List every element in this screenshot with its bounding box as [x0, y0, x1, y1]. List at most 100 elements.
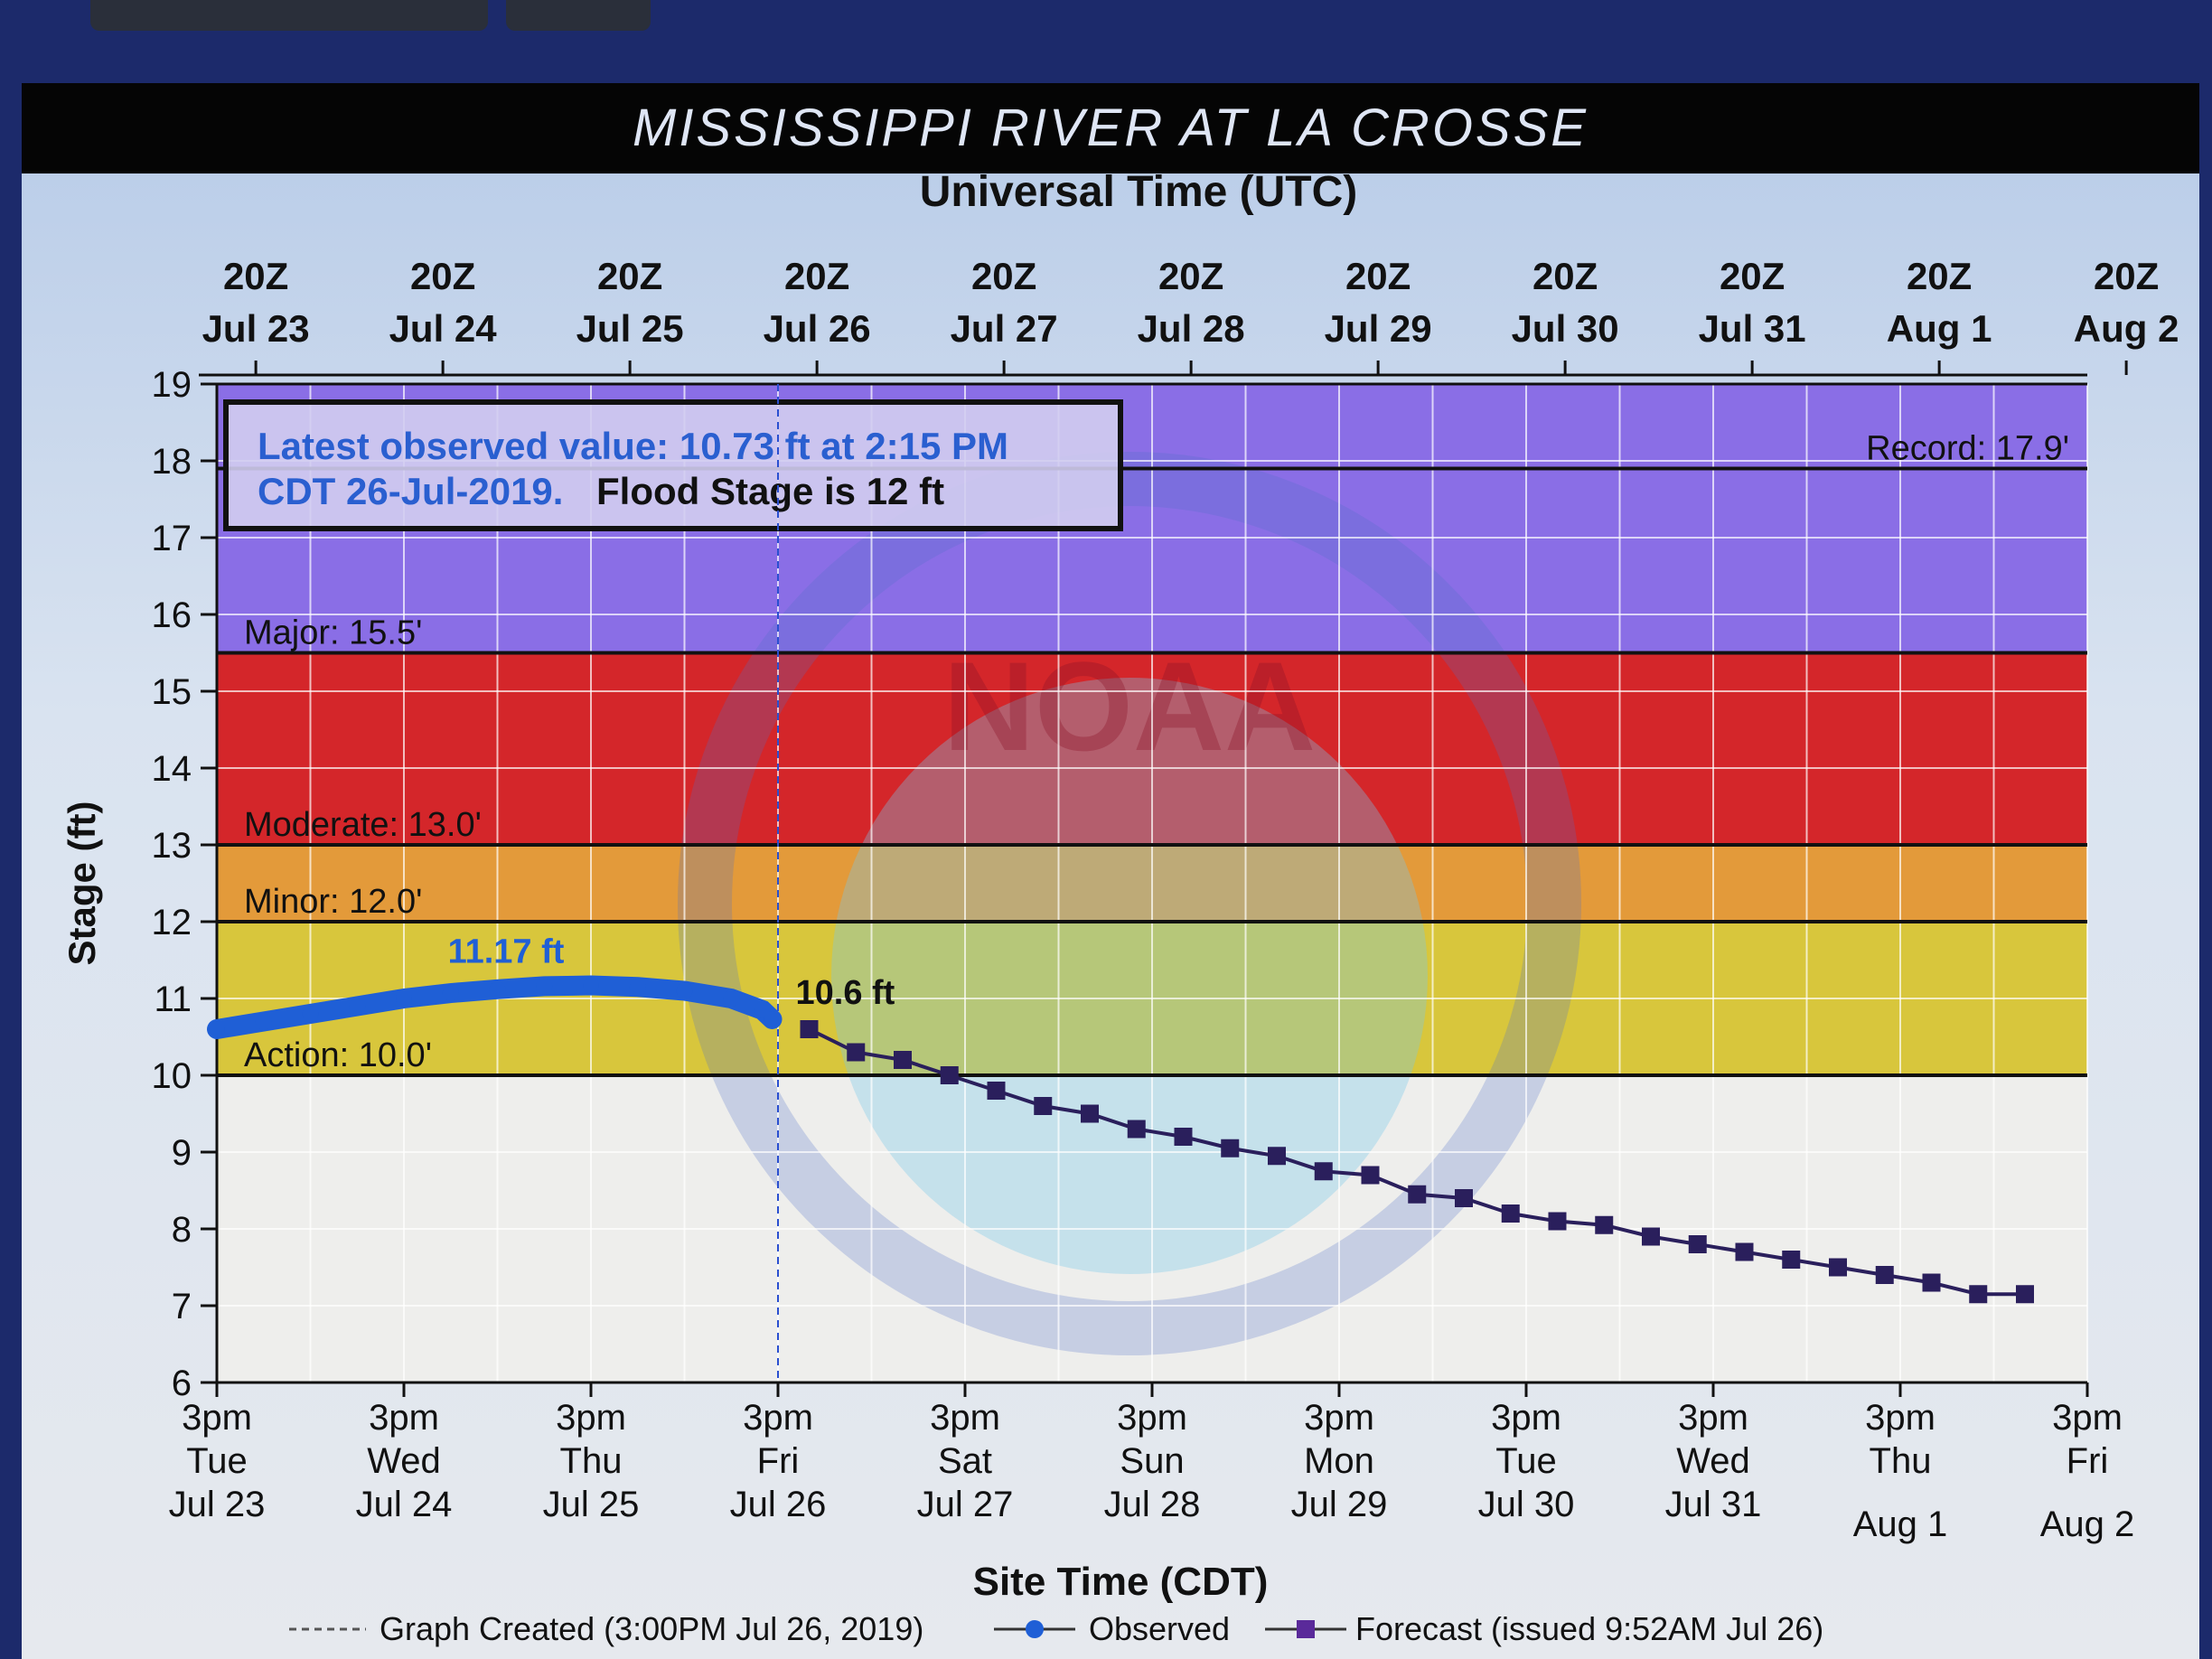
x-tick-label-date: Jul 28: [1104, 1485, 1201, 1524]
info-box-date: CDT 26-Jul-2019.: [258, 470, 563, 512]
y-tick-label: 7: [172, 1287, 192, 1326]
x-tick-label-date: Aug 1: [1853, 1504, 1948, 1544]
y-tick-label: 12: [152, 903, 192, 942]
x-tick-label-time: 3pm: [2052, 1398, 2123, 1438]
forecast-point: [1268, 1147, 1286, 1166]
x-tick-label-time: 3pm: [930, 1398, 1000, 1438]
browser-tab-button[interactable]: [506, 0, 651, 31]
forecast-first-label: 10.6 ft: [796, 974, 895, 1012]
top-tick-label-date: Jul 30: [1512, 307, 1619, 350]
x-tick-label-day: Mon: [1304, 1441, 1374, 1481]
x-tick-label-date: Jul 31: [1665, 1485, 1762, 1524]
top-tick-label-date: Jul 31: [1699, 307, 1806, 350]
observed-point: [676, 982, 693, 999]
forecast-point: [894, 1051, 912, 1069]
forecast-point: [1127, 1120, 1146, 1139]
top-tick-label-time: 20Z: [1532, 255, 1598, 297]
band-label-minor: Minor: 12.0': [244, 883, 422, 921]
forecast-point: [1408, 1185, 1427, 1204]
forecast-point: [1361, 1166, 1380, 1185]
x-tick-label-day: Fri: [757, 1441, 800, 1481]
forecast-point: [1314, 1162, 1333, 1181]
forecast-point: [1735, 1242, 1754, 1261]
x-tick-label-date: Aug 2: [2040, 1504, 2135, 1544]
y-tick-label: 9: [172, 1133, 192, 1173]
x-tick-label-time: 3pm: [743, 1398, 813, 1438]
forecast-point: [1922, 1273, 1941, 1292]
top-tick-label-date: Jul 26: [764, 307, 871, 350]
y-tick-label: 18: [152, 442, 192, 482]
x-tick-label-day: Thu: [1870, 1441, 1932, 1481]
x-tick-label-day: Sat: [938, 1441, 992, 1481]
observed-point: [396, 990, 412, 1007]
forecast-point: [1782, 1251, 1801, 1269]
forecast-point: [987, 1082, 1006, 1100]
forecast-point: [1174, 1128, 1193, 1146]
top-tick-label-time: 20Z: [1720, 255, 1785, 297]
y-tick-label: 17: [152, 519, 192, 558]
forecast-point: [800, 1020, 819, 1038]
x-tick-label-day: Sun: [1120, 1441, 1184, 1481]
forecast-point: [1455, 1189, 1473, 1207]
forecast-point: [940, 1066, 959, 1084]
x-tick-label-day: Wed: [1676, 1441, 1750, 1481]
browser-tab[interactable]: [90, 0, 488, 31]
forecast-point: [2016, 1285, 2034, 1304]
x-tick-label-date: Jul 29: [1291, 1485, 1388, 1524]
forecast-point: [1081, 1104, 1099, 1123]
observed-point: [255, 1013, 272, 1030]
observed-point: [489, 980, 506, 998]
forecast-point: [1688, 1235, 1707, 1253]
legend-forecast: Forecast (issued 9:52AM Jul 26): [1355, 1610, 1823, 1647]
top-tick-label-date: Aug 2: [2074, 307, 2179, 350]
chart-title: MISSISSIPPI RIVER AT LA CROSSE: [22, 83, 2199, 173]
record-label: Record: 17.9': [1866, 430, 2069, 468]
y-tick-label: 16: [152, 595, 192, 635]
legend-observed: Observed: [1089, 1610, 1230, 1647]
top-tick-label-time: 20Z: [2094, 255, 2159, 297]
top-tick-label-time: 20Z: [223, 255, 288, 297]
top-tick-label-date: Jul 25: [576, 307, 684, 350]
top-tick-label-time: 20Z: [410, 255, 475, 297]
top-tick-label-date: Aug 1: [1887, 307, 1992, 350]
x-tick-label-day: Wed: [367, 1441, 441, 1481]
top-tick-label-date: Jul 23: [202, 307, 310, 350]
noaa-watermark-text: NOAA: [943, 635, 1316, 777]
top-tick-label-time: 20Z: [1345, 255, 1411, 297]
x-tick-label-time: 3pm: [1865, 1398, 1936, 1438]
observed-point: [209, 1021, 225, 1037]
legend-forecast-marker: [1297, 1620, 1315, 1638]
observed-point: [629, 979, 646, 996]
y-tick-label: 6: [172, 1364, 192, 1403]
top-axis-label: Universal Time (UTC): [920, 168, 1358, 216]
top-tick-label-date: Jul 28: [1138, 307, 1245, 350]
noaa-watermark-ring: [678, 452, 1581, 1355]
y-tick-label: 15: [152, 672, 192, 712]
x-tick-label-time: 3pm: [1117, 1398, 1187, 1438]
x-tick-label-date: Jul 27: [917, 1485, 1014, 1524]
forecast-point: [1595, 1215, 1614, 1234]
forecast-point: [1829, 1258, 1847, 1277]
x-tick-label-date: Jul 30: [1478, 1485, 1575, 1524]
x-tick-label-time: 3pm: [182, 1398, 252, 1438]
forecast-point: [1548, 1212, 1567, 1231]
x-tick-label-time: 3pm: [1678, 1398, 1748, 1438]
y-tick-label: 13: [152, 826, 192, 866]
y-tick-label: 19: [152, 365, 192, 405]
x-tick-label-date: Jul 24: [356, 1485, 453, 1524]
observed-point: [583, 977, 599, 994]
x-tick-label-time: 3pm: [369, 1398, 439, 1438]
observed-peak-label: 11.17 ft: [448, 933, 565, 971]
top-tick-label-date: Jul 29: [1325, 307, 1432, 350]
x-tick-label-time: 3pm: [556, 1398, 626, 1438]
x-tick-label-date: Jul 26: [730, 1485, 827, 1524]
info-box-latest: Latest observed value: 10.73 ft at 2:15 …: [258, 425, 1008, 467]
top-tick-label-time: 20Z: [784, 255, 849, 297]
forecast-point: [1221, 1139, 1240, 1158]
noaa-watermark-wave: [831, 678, 1428, 1274]
forecast-point: [1501, 1204, 1520, 1223]
observed-point: [764, 1010, 781, 1027]
forecast-point: [1642, 1227, 1660, 1246]
forecast-point: [1969, 1285, 1988, 1304]
observed-point: [536, 978, 553, 995]
